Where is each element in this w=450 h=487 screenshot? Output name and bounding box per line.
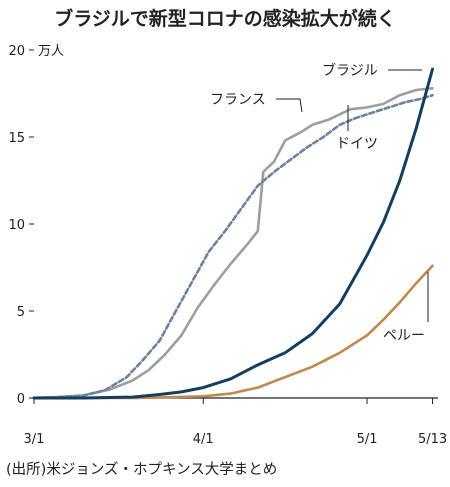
leader-line-france xyxy=(276,98,303,113)
x-tick-label: 4/1 xyxy=(193,432,214,447)
chart-title: ブラジルで新型コロナの感染拡大が続く xyxy=(54,8,396,30)
y-tick-label: 5 xyxy=(17,305,25,320)
y-tick-label: 0 xyxy=(17,392,25,407)
axes: 0 5 10 15 20 万人 3/1 4/1 5/1 5/13 xyxy=(8,44,447,447)
x-tick-label: 5/1 xyxy=(357,432,378,447)
x-tick-label: 3/1 xyxy=(24,432,45,447)
series-line-germany xyxy=(32,93,434,400)
x-tick-label: 5/13 xyxy=(418,432,447,447)
series-line-brazil xyxy=(32,67,434,400)
y-tick-label: 15 xyxy=(8,131,25,146)
series-line-france xyxy=(32,87,434,400)
y-axis-unit-label: 万人 xyxy=(38,44,64,59)
y-tick-label: 10 xyxy=(8,218,25,233)
series-label-brazil: ブラジル xyxy=(322,62,378,79)
series-label-germany: ドイツ xyxy=(336,136,378,152)
source-note: (出所)米ジョンズ・ホプキンス大学まとめ xyxy=(6,462,278,478)
series-lines xyxy=(32,67,434,400)
series-label-peru: ペルー xyxy=(383,328,425,344)
y-tick-label: 20 xyxy=(8,44,25,59)
series-line-peru xyxy=(32,264,434,400)
series-label-france: フランス xyxy=(210,92,266,108)
